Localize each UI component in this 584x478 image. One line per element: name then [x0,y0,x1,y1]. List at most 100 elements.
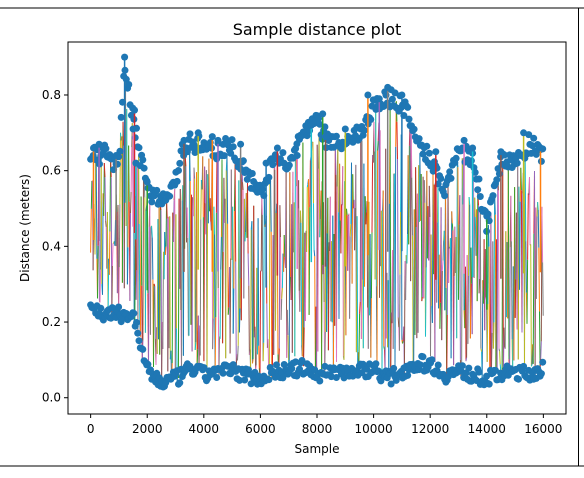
peak-point [121,54,128,61]
data-point [133,319,140,326]
series-line [96,160,97,259]
series-line [325,332,326,377]
series-line [141,197,142,286]
series-line [200,219,201,355]
series-line [314,250,315,256]
data-point [130,310,137,317]
series-line [136,270,137,300]
series-line [264,198,265,343]
peak-point [319,110,326,117]
y-axis-label: Distance (meters) [18,174,32,282]
series-line [468,276,469,344]
data-point [496,170,503,177]
data-point [136,144,143,151]
series-line [150,227,151,335]
peak-point [209,133,216,140]
peak-point [384,84,391,91]
series-line [127,247,128,284]
series-line [426,268,427,337]
peak-point [294,152,301,159]
series-line [395,147,396,367]
data-point [465,365,472,372]
data-point [474,186,481,193]
peak-point [96,141,103,148]
data-point [476,176,483,183]
series-line [452,211,453,223]
series-line [276,213,277,331]
series-line [451,211,452,358]
data-point [97,305,104,312]
series-line [106,221,107,227]
series-line [487,304,488,362]
series-line [223,252,224,344]
peak-point [237,141,244,148]
series-line [187,208,188,238]
data-point [468,157,475,164]
data-point [213,374,220,381]
x-tick-label: 0 [87,422,95,436]
data-point [486,381,493,388]
series-line [307,184,308,187]
series-line [440,303,441,329]
peak-point [181,137,188,144]
series-line [214,207,215,235]
series-line [188,238,189,336]
series-line [209,159,210,212]
series-line [100,270,101,303]
series-line [511,196,512,241]
series-line [382,211,383,376]
peak-point [263,160,270,167]
series-line [362,141,363,280]
series-line [226,171,227,359]
y-tick-label: 0.2 [42,315,61,329]
series-line [521,168,522,190]
series-line [274,159,275,355]
data-point [459,362,466,369]
data-point [230,143,237,150]
series-line [262,197,263,215]
data-point [437,175,444,182]
series-line [543,262,544,315]
series-line [170,216,171,359]
series-line [422,297,423,301]
series-line [531,244,532,366]
series-line [337,187,338,362]
data-point [428,356,435,363]
series-line [510,247,511,375]
series-line [194,168,195,179]
series-line [248,183,249,254]
series-line [457,160,458,339]
data-point [166,193,173,200]
series-line [411,131,412,178]
series-line [530,177,531,245]
series-line [528,193,529,259]
series-line [318,169,319,352]
data-point [441,192,448,199]
series-line [348,216,349,271]
series-line [98,246,99,299]
series-line [287,310,288,335]
series-line [413,236,414,363]
series-line [338,142,339,213]
series-line [254,206,255,338]
data-point [187,130,194,137]
data-point [390,365,397,372]
x-tick-label: 6000 [245,422,276,436]
series-line [104,163,105,177]
series-line [123,122,124,146]
series-line [539,248,540,312]
series-line [260,271,261,378]
series-line [300,211,301,223]
data-point [404,104,411,111]
series-line [101,163,102,284]
series-line [350,224,351,236]
series-line [522,194,523,333]
series-line [230,259,231,354]
series-line [442,271,443,340]
data-point [372,360,379,367]
data-point [411,126,418,133]
series-line [481,349,482,352]
data-point [515,376,522,383]
series-line [213,318,214,349]
